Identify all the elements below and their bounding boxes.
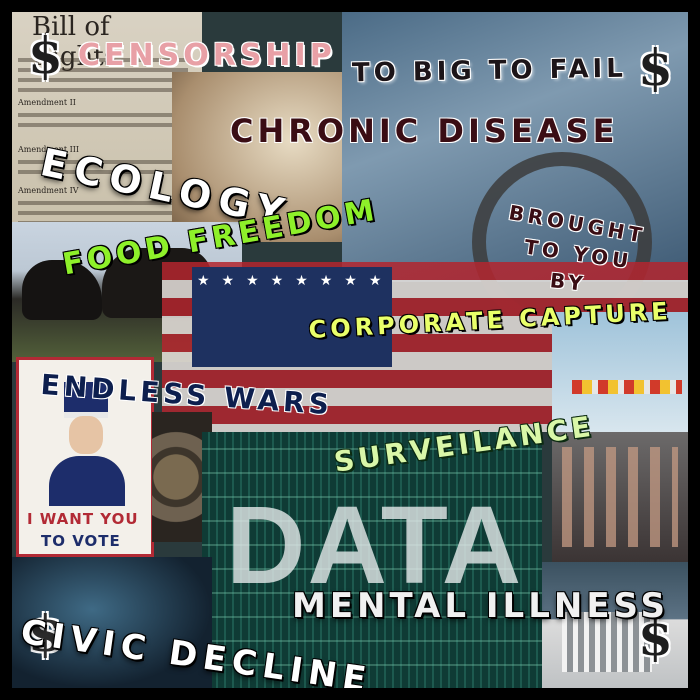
flag-stars: ★★★★★★★★★★★★★★★★★★★★★★★★★★★★★★★★★★★★★★★★…	[197, 273, 387, 289]
constitution-parchment	[172, 72, 372, 242]
bill-of-rights-title: Bill of Rights	[32, 12, 118, 72]
flag-canton	[192, 267, 392, 367]
uncle-sam-hat	[64, 382, 108, 418]
censorship-word: CENSORSHIP	[78, 38, 336, 73]
dark-hand-panel	[12, 557, 212, 688]
cow-silhouette	[22, 260, 102, 320]
amendment-label: Amendment IV	[18, 186, 79, 195]
vial-caps	[572, 380, 682, 394]
dollar-sign-icon: $	[638, 38, 673, 97]
uncle-sam-poster: I WANT YOU TO VOTE	[16, 357, 154, 557]
raised-hands	[562, 447, 678, 547]
dollar-sign-icon: $	[28, 26, 63, 85]
circuit-board-panel	[202, 432, 542, 688]
uncle-sam-coat	[49, 456, 125, 506]
mental-illness-word: MENTAL ILLNESS	[292, 586, 669, 626]
uncle-sam-face	[69, 416, 103, 454]
data-word: DATA	[226, 484, 524, 607]
poster-line-1: I WANT YOU	[27, 510, 139, 528]
too-big-to-fail-word: TO BIG TO FAIL	[351, 53, 628, 89]
brought-to-you-by-line3: BY	[548, 268, 588, 296]
dollar-sign-icon: $	[28, 604, 63, 663]
dollar-sign-icon: $	[638, 608, 673, 667]
amendment-label: Amendment II	[18, 98, 76, 107]
white-house-columns	[562, 612, 652, 672]
circuit-traces	[202, 432, 542, 688]
poster-line-2: TO VOTE	[41, 532, 121, 550]
chronic-disease-word: CHRONIC DISEASE	[230, 112, 619, 150]
collage-canvas: Bill of Rights Amendment II Amendment II…	[12, 12, 688, 688]
amendment-label: Amendment III	[18, 145, 80, 154]
lab-vials-panel	[552, 312, 688, 432]
